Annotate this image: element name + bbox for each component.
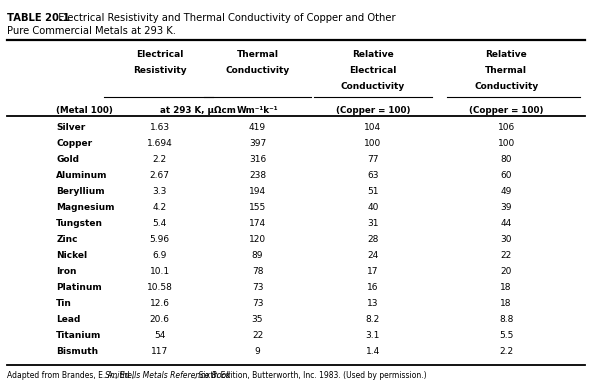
Text: 13: 13 [367,299,379,309]
Text: 24: 24 [367,251,379,260]
Text: 31: 31 [367,220,379,229]
Text: Zinc: Zinc [56,236,78,245]
Text: 1.4: 1.4 [366,347,380,356]
Text: 18: 18 [500,283,512,292]
Text: Lead: Lead [56,316,81,325]
Text: Magnesium: Magnesium [56,203,115,212]
Text: 12.6: 12.6 [150,299,170,309]
Text: 10.1: 10.1 [150,267,170,276]
Text: 2.2: 2.2 [499,347,513,356]
Text: 78: 78 [252,267,263,276]
Text: 8.8: 8.8 [499,316,513,325]
Text: Bismuth: Bismuth [56,347,98,356]
Text: 22: 22 [500,251,512,260]
Text: Iron: Iron [56,267,77,276]
Text: Silver: Silver [56,123,85,132]
Text: Wm⁻¹k⁻¹: Wm⁻¹k⁻¹ [237,106,278,115]
Text: Thermal: Thermal [237,50,278,59]
Text: Relative: Relative [352,50,394,59]
Text: 35: 35 [252,316,263,325]
Text: TABLE 20.1: TABLE 20.1 [7,13,70,23]
Text: 22: 22 [252,331,263,340]
Text: Electrical: Electrical [136,50,184,59]
Text: Smithells Metals Reference Book: Smithells Metals Reference Book [105,371,230,380]
Text: Tungsten: Tungsten [56,220,103,229]
Text: Beryllium: Beryllium [56,187,105,196]
Text: 106: 106 [497,123,515,132]
Text: 39: 39 [500,203,512,212]
Text: Aluminum: Aluminum [56,171,108,180]
Text: 100: 100 [497,140,515,149]
Text: (Copper = 100): (Copper = 100) [469,106,543,115]
Text: 5.96: 5.96 [150,236,170,245]
Text: Relative: Relative [485,50,527,59]
Text: 174: 174 [249,220,266,229]
Text: 73: 73 [252,299,263,309]
Text: 9: 9 [255,347,260,356]
Text: 3.1: 3.1 [366,331,380,340]
Text: 20.6: 20.6 [150,316,170,325]
Text: 194: 194 [249,187,266,196]
Text: 100: 100 [364,140,382,149]
Text: 1.694: 1.694 [147,140,173,149]
Text: at 293 K, μΩcm: at 293 K, μΩcm [160,106,236,115]
Text: , Sixth Edition, Butterworth, Inc. 1983. (Used by permission.): , Sixth Edition, Butterworth, Inc. 1983.… [194,371,426,380]
Text: 54: 54 [154,331,166,340]
Text: 80: 80 [500,156,512,165]
Text: Adapted from Brandes, E. A., Ed.,: Adapted from Brandes, E. A., Ed., [7,371,137,380]
Text: Copper: Copper [56,140,92,149]
Text: 397: 397 [249,140,266,149]
Text: 51: 51 [367,187,379,196]
Text: 89: 89 [252,251,263,260]
Text: 155: 155 [249,203,266,212]
Text: 18: 18 [500,299,512,309]
Text: Conductivity: Conductivity [226,66,289,75]
Text: Electrical Resistivity and Thermal Conductivity of Copper and Other: Electrical Resistivity and Thermal Condu… [52,13,395,23]
Text: 120: 120 [249,236,266,245]
Text: 77: 77 [367,156,379,165]
Text: 238: 238 [249,171,266,180]
Text: Resistivity: Resistivity [133,66,186,75]
Text: 73: 73 [252,283,263,292]
Text: 10.58: 10.58 [147,283,173,292]
Text: 20: 20 [500,267,512,276]
Text: 1.63: 1.63 [150,123,170,132]
Text: 60: 60 [500,171,512,180]
Text: Conductivity: Conductivity [474,82,538,91]
Text: 40: 40 [367,203,379,212]
Text: 28: 28 [367,236,379,245]
Text: Thermal: Thermal [485,66,527,75]
Text: Gold: Gold [56,156,79,165]
Text: 30: 30 [500,236,512,245]
Text: 5.5: 5.5 [499,331,513,340]
Text: Platinum: Platinum [56,283,102,292]
Text: 3.3: 3.3 [153,187,167,196]
Text: 44: 44 [500,220,512,229]
Text: 4.2: 4.2 [153,203,167,212]
Text: 2.67: 2.67 [150,171,170,180]
Text: Conductivity: Conductivity [341,82,405,91]
Text: 6.9: 6.9 [153,251,167,260]
Text: 17: 17 [367,267,379,276]
Text: 63: 63 [367,171,379,180]
Text: Titanium: Titanium [56,331,102,340]
Text: 5.4: 5.4 [153,220,167,229]
Text: 104: 104 [365,123,381,132]
Text: 316: 316 [249,156,266,165]
Text: 2.2: 2.2 [153,156,167,165]
Text: 117: 117 [151,347,169,356]
Text: Electrical: Electrical [349,66,397,75]
Text: (Metal 100): (Metal 100) [56,106,113,115]
Text: Pure Commercial Metals at 293 K.: Pure Commercial Metals at 293 K. [7,26,176,36]
Text: Tin: Tin [56,299,72,309]
Text: 49: 49 [500,187,512,196]
Text: (Copper = 100): (Copper = 100) [336,106,410,115]
Text: 8.2: 8.2 [366,316,380,325]
Text: 16: 16 [367,283,379,292]
Text: Nickel: Nickel [56,251,88,260]
Text: 419: 419 [249,123,266,132]
